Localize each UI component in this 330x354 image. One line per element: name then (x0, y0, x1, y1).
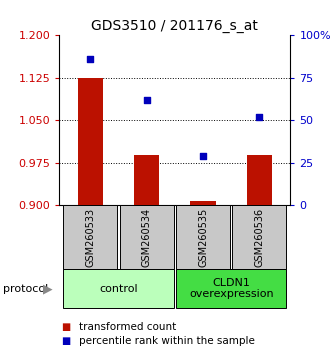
Text: GSM260535: GSM260535 (198, 207, 208, 267)
Bar (247, 155, 272, 205)
Bar (176, 205, 230, 269)
Bar (78, 78, 103, 205)
Bar (232, 205, 286, 269)
Text: ■: ■ (61, 322, 71, 332)
Text: protocol: protocol (3, 284, 49, 293)
Bar (134, 155, 159, 205)
Text: GSM260536: GSM260536 (254, 207, 264, 267)
Title: GDS3510 / 201176_s_at: GDS3510 / 201176_s_at (91, 19, 258, 33)
Text: GSM260534: GSM260534 (142, 207, 152, 267)
Bar (190, 201, 216, 205)
Bar (120, 205, 174, 269)
Text: transformed count: transformed count (79, 322, 177, 332)
Point (200, 153, 206, 159)
Bar (63, 205, 117, 269)
Text: ▶: ▶ (43, 282, 53, 295)
Text: ■: ■ (61, 336, 71, 346)
Point (257, 114, 262, 120)
Bar (176, 269, 286, 308)
Text: GSM260533: GSM260533 (85, 207, 95, 267)
Text: percentile rank within the sample: percentile rank within the sample (79, 336, 255, 346)
Point (144, 97, 149, 103)
Bar (63, 269, 174, 308)
Text: CLDN1
overexpression: CLDN1 overexpression (189, 278, 274, 299)
Point (88, 56, 93, 62)
Text: control: control (99, 284, 138, 293)
